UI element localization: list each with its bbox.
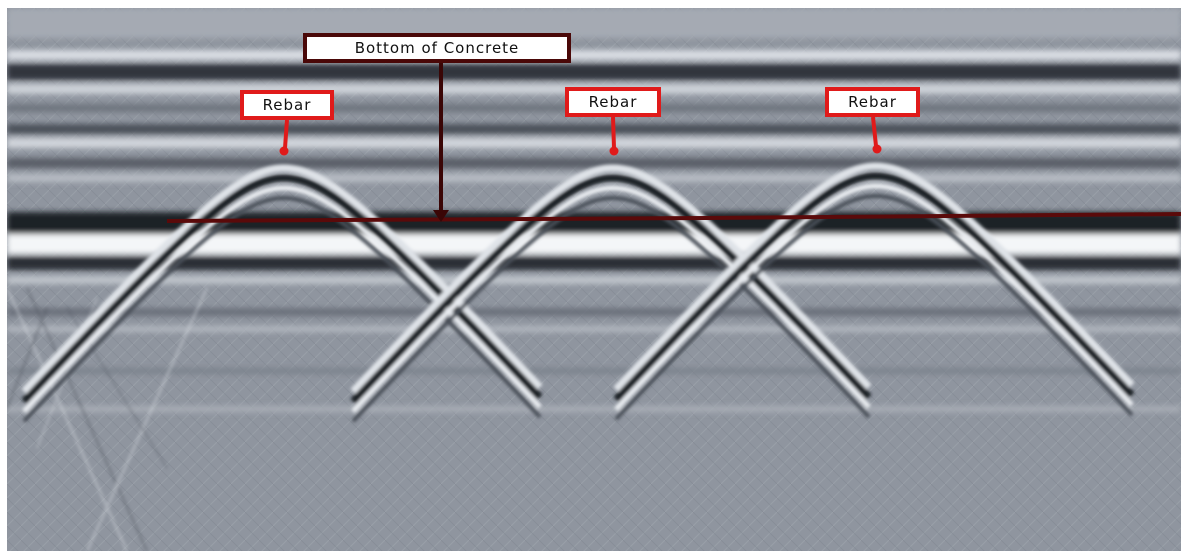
bottom-of-concrete-line: [166, 212, 1181, 223]
rebar-label-2: Rebar: [565, 87, 661, 117]
bottom-of-concrete-text: Bottom of Concrete: [354, 39, 520, 57]
rebar-label-text: Rebar: [588, 93, 638, 111]
rebar-hyperbola-2: [351, 195, 871, 423]
rebar-hyperbolas: [21, 162, 1135, 423]
rebar-hyperbola-3: [614, 193, 1134, 421]
rebar-label-text: Rebar: [262, 96, 312, 114]
rebar-hyperbola-2: [351, 185, 871, 414]
rebar-label-1: Rebar: [240, 90, 334, 120]
rebar-pointer-3: [871, 116, 882, 154]
rebar-hyperbola-3: [613, 162, 1135, 392]
rebar-label-text: Rebar: [848, 93, 897, 111]
rebar-pointer-1: [279, 119, 289, 156]
rebar-hyperbola-2: [350, 174, 872, 404]
rebar-label-3: Rebar: [825, 87, 920, 117]
rebar-pointer-2: [609, 116, 619, 156]
rebar-hyperbola-1: [22, 195, 542, 423]
rebar-hyperbola-3: [614, 183, 1134, 412]
bottom-of-concrete-label: Bottom of Concrete: [303, 33, 571, 63]
rebar-hyperbola-3: [613, 172, 1135, 402]
rebar-hyperbola-2: [350, 164, 872, 394]
